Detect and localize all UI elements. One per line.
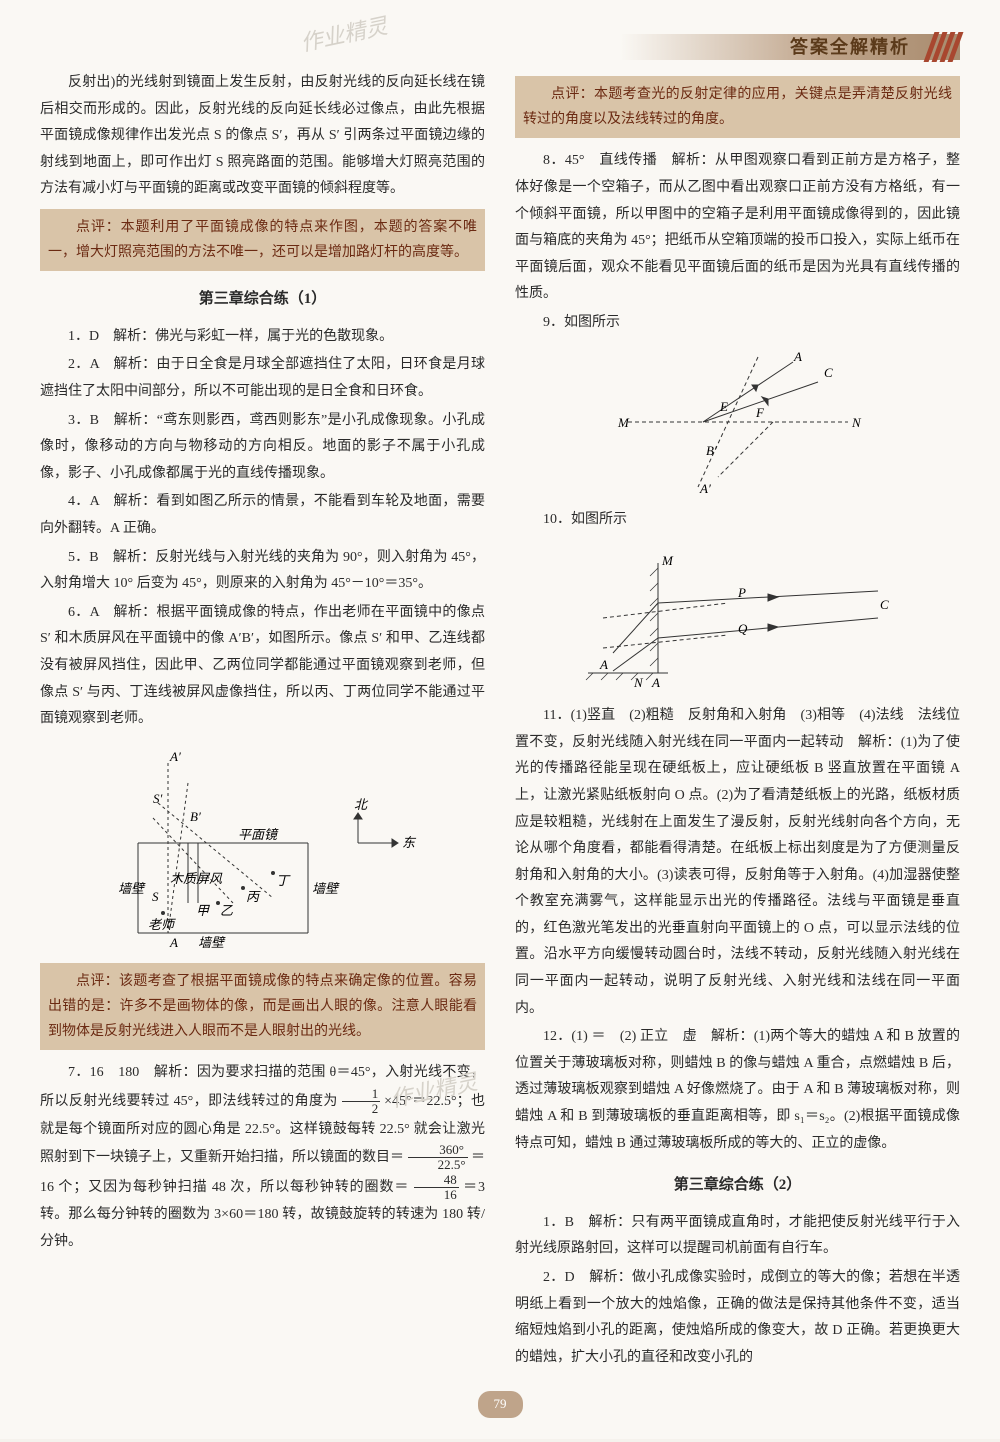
page-number-wrap: 79 (40, 1391, 960, 1419)
header-band: 答案全解精析 (620, 34, 960, 60)
svg-text:M: M (617, 415, 630, 430)
q4: 4．A 解析：看到如图乙所示的情景，不能看到车轮及地面，需要向外翻转。A 正确。 (40, 489, 485, 542)
svg-text:平面镜: 平面镜 (238, 827, 279, 842)
columns: 反射出)的光线射到镜面上发生反射，由反射光线的反向延长线在镜后相交而形成的。因此… (40, 70, 960, 1373)
svg-text:A′: A′ (699, 481, 711, 496)
figure-q6: A′ S′ B′ 平面镜 墙壁 墙壁 S 木质屏风 老师 甲 乙 丙 丁 A 墙… (98, 743, 428, 953)
s2-q1: 1．B 解析：只有两平面镜成直角时，才能把使反射光线平行于入射光线原路射回，这样… (515, 1210, 960, 1263)
figure-q9: M N A C E F B′ A′ (608, 347, 868, 497)
svg-text:A: A (169, 935, 178, 950)
q1: 1．D 解析：佛光与彩虹一样，属于光的色散现象。 (40, 324, 485, 351)
svg-text:墙壁: 墙壁 (118, 881, 146, 896)
q11: 11．(1)竖直 (2)粗糙 反射角和入射角 (3)相等 (4)法线 法线位置不… (515, 703, 960, 1022)
svg-text:乙: 乙 (220, 903, 233, 918)
svg-text:木质屏风: 木质屏风 (170, 871, 223, 886)
svg-text:E: E (719, 399, 728, 414)
q7-frac2-bot: 22.5° (408, 1158, 468, 1172)
svg-text:墙壁: 墙壁 (198, 935, 226, 950)
svg-text:F: F (755, 405, 765, 420)
tip-box-1: 点评：本题利用了平面镜成像的特点来作图，本题的答案不唯一，增大灯照亮范围的方法不… (40, 209, 485, 271)
svg-text:M: M (661, 553, 674, 568)
q5: 5．B 解析：反射光线与入射光线的夹角为 90°，则入射角为 45°，入射角增大… (40, 545, 485, 598)
q9: 9．如图所示 (515, 310, 960, 337)
svg-text:墙壁: 墙壁 (312, 881, 340, 896)
page-number: 79 (478, 1391, 523, 1418)
header-stripes (929, 32, 958, 62)
section-title-2: 第三章综合练（2） (515, 1171, 960, 1200)
tip-box-2: 点评：该题考查了根据平面镜成像的特点来确定像的位置。容易出错的是：许多不是画物体… (40, 963, 485, 1051)
right-column: 点评：本题考查光的反射定律的应用，关键点是弄清楚反射光线转过的角度以及法线转过的… (515, 70, 960, 1373)
svg-text:N: N (851, 415, 862, 430)
svg-text:S′: S′ (153, 791, 163, 806)
svg-text:S: S (152, 889, 159, 904)
q2: 2．A 解析：由于日全食是月球全部遮挡住了太阳，日环食是月球遮挡住了太阳中间部分… (40, 352, 485, 405)
svg-text:北: 北 (354, 797, 369, 812)
q8: 8．45° 直线传播 解析：从甲图观察口看到正前方是方格子，整体好像是一个空箱子… (515, 148, 960, 308)
svg-text:P: P (737, 585, 746, 600)
q7-frac1-top: 1 (342, 1087, 381, 1102)
q10: 10．如图所示 (515, 507, 960, 534)
page: 作业精灵 作业精灵 答案全解精析 反射出)的光线射到镜面上发生反射，由反射光线的… (0, 0, 1000, 1439)
svg-text:老师: 老师 (148, 917, 176, 932)
q7-frac3-top: 48 (414, 1173, 459, 1188)
svg-text:A: A (599, 657, 608, 672)
q7-frac3-bot: 16 (414, 1188, 459, 1202)
figure-q10: M A N A P Q C (578, 543, 898, 693)
svg-text:Q: Q (738, 621, 748, 636)
header-title: 答案全解精析 (790, 30, 910, 64)
svg-text:B′: B′ (190, 809, 201, 824)
svg-text:东: 东 (402, 835, 417, 850)
section-title-1: 第三章综合练（1） (40, 285, 485, 314)
svg-text:A: A (651, 675, 660, 690)
svg-text:C: C (880, 597, 889, 612)
q7-frac2-top: 360° (408, 1143, 468, 1158)
left-column: 反射出)的光线射到镜面上发生反射，由反射光线的反向延长线在镜后相交而形成的。因此… (40, 70, 485, 1373)
svg-text:B′: B′ (706, 443, 717, 458)
svg-text:丙: 丙 (246, 889, 261, 904)
q7-frac1-bot: 2 (342, 1102, 381, 1116)
s2-q2: 2．D 解析：做小孔成像实验时，成倒立的等大的像；若想在半透明纸上看到一个放大的… (515, 1265, 960, 1371)
svg-text:甲: 甲 (196, 903, 210, 918)
watermark-1: 作业精灵 (297, 5, 392, 64)
left-p1: 反射出)的光线射到镜面上发生反射，由反射光线的反向延长线在镜后相交而形成的。因此… (40, 70, 485, 203)
q6: 6．A 解析：根据平面镜成像的特点，作出老师在平面镜中的像点 S′ 和木质屏风在… (40, 600, 485, 733)
svg-text:A′: A′ (169, 749, 181, 764)
q7: 7．16 180 解析：因为要求扫描的范围 θ＝45°，入射光线不变，所以反射光… (40, 1060, 485, 1255)
q3: 3．B 解析：“鸢东则影西，鸢西则影东”是小孔成像现象。小孔成像时，像移动的方向… (40, 408, 485, 488)
svg-text:丁: 丁 (276, 873, 291, 888)
svg-text:A: A (793, 349, 802, 364)
svg-text:N: N (633, 675, 644, 690)
q12: 12．(1) ＝ (2) 正立 虚 解析：(1)两个等大的蜡烛 A 和 B 放置… (515, 1024, 960, 1157)
svg-text:C: C (824, 365, 833, 380)
tip-box-3: 点评：本题考查光的反射定律的应用，关键点是弄清楚反射光线转过的角度以及法线转过的… (515, 76, 960, 138)
